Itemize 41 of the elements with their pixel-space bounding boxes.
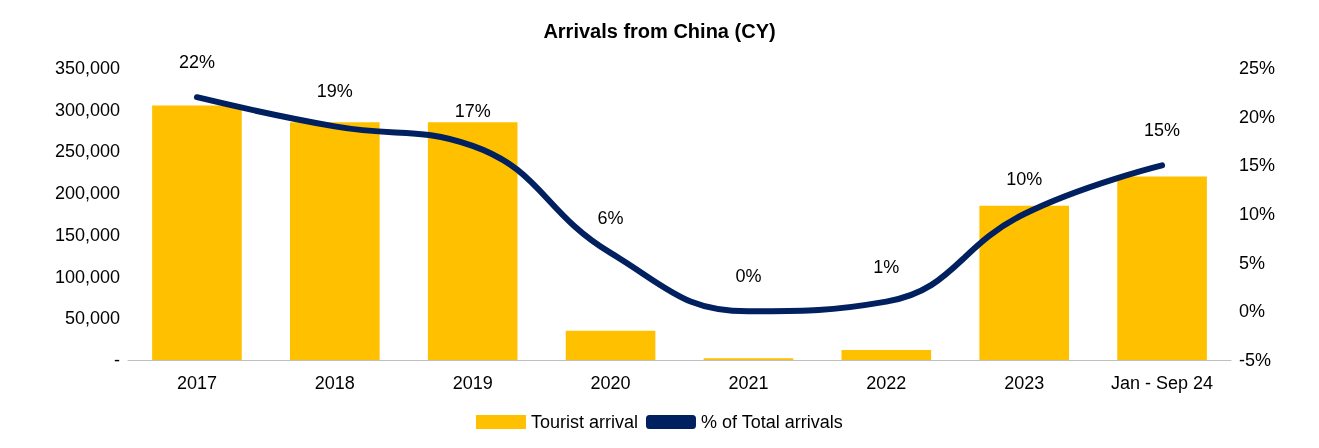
- bar: [290, 122, 380, 360]
- y2-tick-label: 20%: [1239, 106, 1276, 127]
- y2-tick-label: 15%: [1239, 155, 1276, 176]
- data-label: 15%: [1144, 120, 1181, 141]
- x-tick-label: Jan - Sep 24: [1111, 373, 1214, 393]
- y2-tick-label: 10%: [1239, 204, 1276, 224]
- x-tick-label: 2020: [590, 373, 631, 393]
- y-tick-label: 350,000: [54, 58, 120, 78]
- x-tick-label: 2017: [176, 373, 217, 393]
- y-tick-label: 250,000: [54, 141, 120, 162]
- x-tick-label: 2018: [314, 373, 355, 393]
- data-label: 17%: [454, 100, 491, 121]
- data-label: 0%: [735, 266, 762, 287]
- y-tick-label: 100,000: [54, 266, 120, 287]
- y2-tick-label: -5%: [1239, 350, 1272, 370]
- y2-tick-label: 5%: [1239, 252, 1266, 273]
- x-tick-label: 2023: [1004, 373, 1045, 393]
- bar: [152, 105, 242, 360]
- x-tick-label: 2019: [452, 373, 493, 393]
- y-tick-label: 300,000: [54, 99, 120, 120]
- x-tick-label: 2021: [728, 373, 769, 393]
- legend-label: % of Total arrivals: [700, 412, 843, 432]
- y2-tick-label: 0%: [1239, 301, 1266, 322]
- bar: [565, 330, 656, 360]
- y-tick-label: 150,000: [54, 224, 120, 245]
- bar: [841, 349, 932, 360]
- y-tick-label: 200,000: [54, 183, 120, 204]
- bar: [979, 205, 1069, 360]
- data-label: 22%: [178, 52, 215, 73]
- legend-label: Tourist arrival: [530, 412, 638, 432]
- data-label: 19%: [316, 81, 353, 102]
- data-label: 10%: [1006, 169, 1043, 189]
- chart-title: Arrivals from China (CY): [543, 20, 776, 42]
- y2-tick-label: 25%: [1239, 58, 1276, 78]
- x-tick-label: 2022: [866, 373, 907, 393]
- bar: [427, 122, 518, 360]
- data-label: 1%: [873, 256, 900, 277]
- y-tick-label: -: [114, 350, 120, 370]
- y-tick-label: 50,000: [64, 308, 120, 329]
- bar: [1117, 176, 1207, 360]
- data-label: 6%: [597, 207, 624, 228]
